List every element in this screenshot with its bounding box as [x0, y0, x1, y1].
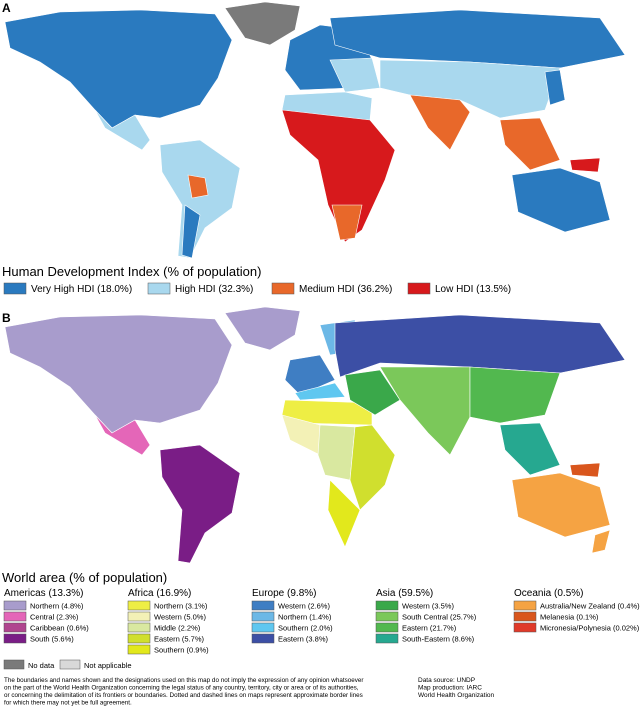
legend-swatch: [375, 600, 399, 611]
legend-swatch: [127, 611, 151, 622]
legend-label: South (5.6%): [30, 635, 74, 644]
legend-label: Central (2.3%): [30, 613, 79, 622]
panel-letter: B: [2, 311, 11, 325]
legend-swatch: [407, 282, 431, 295]
legend-title: Human Development Index (% of population…: [2, 264, 261, 279]
legend-label: Northern (1.4%): [278, 613, 332, 622]
disclaimer-line: on the part of the World Health Organiza…: [4, 685, 359, 692]
credit-line: Data source: UNDP: [418, 677, 475, 684]
map-b: [4, 306, 626, 564]
legend-group-title: Asia (59.5%): [376, 588, 433, 599]
legend-group-title: Africa (16.9%): [128, 588, 191, 599]
legend-swatch: [251, 633, 275, 644]
legend-swatch: [251, 622, 275, 633]
legend-swatch: [375, 611, 399, 622]
legend-swatch: [375, 633, 399, 644]
legend-label: Melanesia (0.1%): [540, 613, 599, 622]
legend-swatch: [375, 622, 399, 633]
panel-letter: A: [2, 1, 11, 15]
legend-label: Eastern (5.7%): [154, 635, 205, 644]
legend-label: Micronesia/Polynesia (0.02%): [540, 624, 640, 633]
credit-line: Map production: IARC: [418, 685, 482, 692]
legend-label: No data: [28, 661, 55, 670]
legend-swatch: [3, 633, 27, 644]
legend-swatch: [271, 282, 295, 295]
legend-swatch: [127, 633, 151, 644]
map-a: [4, 1, 626, 259]
legend-swatch: [127, 600, 151, 611]
legend-swatch: [251, 600, 275, 611]
legend-swatch: [127, 644, 151, 655]
legend-swatch: [147, 282, 171, 295]
legend-swatch: [513, 600, 537, 611]
legend-label: Eastern (3.8%): [278, 635, 329, 644]
credit-line: World Health Organization: [418, 692, 494, 699]
disclaimer-line: The boundaries and names shown and the d…: [4, 677, 364, 684]
disclaimer-line: or concerning the delimitation of its fr…: [4, 692, 363, 699]
legend-label: Caribbean (0.6%): [30, 624, 89, 633]
legend-label: High HDI (32.3%): [175, 284, 253, 295]
legend-swatch: [251, 611, 275, 622]
legend-label: Northern (3.1%): [154, 602, 208, 611]
legend-title: World area (% of population): [2, 570, 167, 585]
legend-label: South-Eastern (8.6%): [402, 635, 475, 644]
legend-label: Southern (2.0%): [278, 624, 333, 633]
legend-label: Northern (4.8%): [30, 602, 84, 611]
legend-swatch: [3, 600, 27, 611]
legend-swatch: [127, 622, 151, 633]
legend-label: Low HDI (13.5%): [435, 284, 511, 295]
legend-label: South Central (25.7%): [402, 613, 477, 622]
legend-group-title: Oceania (0.5%): [514, 588, 583, 599]
legend-label: Western (5.0%): [154, 613, 206, 622]
legend-swatch: [513, 611, 537, 622]
legend-swatch: [513, 622, 537, 633]
legend-label: Not applicable: [84, 661, 132, 670]
legend-swatch: [3, 659, 25, 670]
legend-label: Medium HDI (36.2%): [299, 284, 392, 295]
legend-swatch: [59, 659, 81, 670]
legend-label: Western (2.6%): [278, 602, 330, 611]
legend-swatch: [3, 622, 27, 633]
legend-label: Eastern (21.7%): [402, 624, 457, 633]
legend-label: Southern (0.9%): [154, 646, 209, 655]
legend-label: Middle (2.2%): [154, 624, 201, 633]
disclaimer-line: for which there may not yet be full agre…: [4, 700, 132, 707]
legend-label: Australia/New Zealand (0.4%): [540, 602, 640, 611]
legend-group-title: Europe (9.8%): [252, 588, 316, 599]
legend-swatch: [3, 611, 27, 622]
legend-label: Western (3.5%): [402, 602, 454, 611]
legend-group-title: Americas (13.3%): [4, 588, 83, 599]
legend-swatch: [3, 282, 27, 295]
legend-label: Very High HDI (18.0%): [31, 284, 132, 295]
